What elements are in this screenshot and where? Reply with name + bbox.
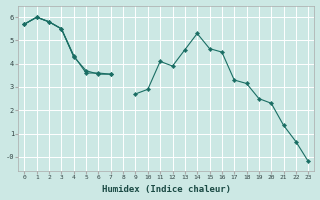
X-axis label: Humidex (Indice chaleur): Humidex (Indice chaleur) bbox=[102, 185, 231, 194]
